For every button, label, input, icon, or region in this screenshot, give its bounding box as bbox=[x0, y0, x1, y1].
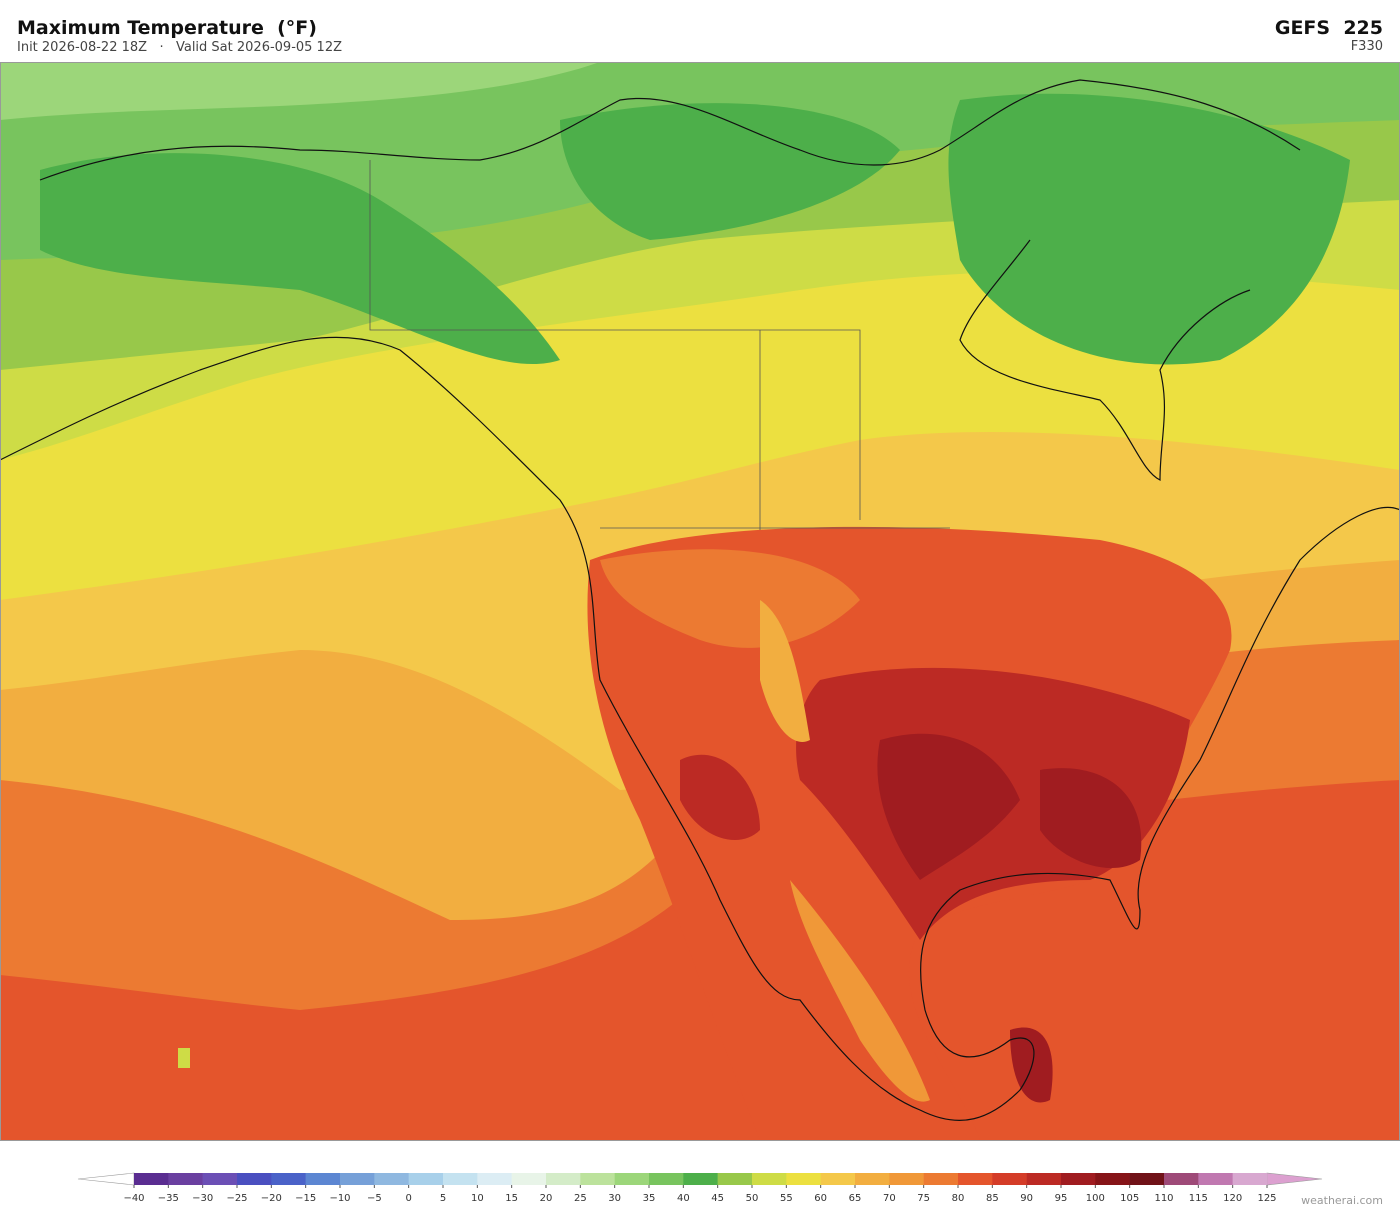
title: Maximum Temperature (°F) bbox=[17, 17, 317, 39]
colorbar-tick-label: 85 bbox=[986, 1193, 999, 1204]
colorbar-tick-label: 125 bbox=[1257, 1193, 1276, 1204]
colorbar-tick-label: 50 bbox=[746, 1193, 759, 1204]
colorbar-bin bbox=[1061, 1173, 1096, 1185]
colorbar-tick-label: 0 bbox=[405, 1193, 411, 1204]
colorbar-tick-label: 55 bbox=[780, 1193, 793, 1204]
colorbar-bin bbox=[923, 1173, 959, 1185]
colorbar-bin bbox=[1095, 1173, 1130, 1185]
subtitle: Init 2026-08-22 18Z · Valid Sat 2026-09-… bbox=[17, 40, 342, 55]
colorbar-tick-label: −20 bbox=[261, 1193, 282, 1204]
colorbar-bin bbox=[855, 1173, 890, 1185]
colorbar-tick-label: −35 bbox=[158, 1193, 179, 1204]
colorbar-bin bbox=[580, 1173, 615, 1185]
watermark: weatherai.com bbox=[1301, 1194, 1383, 1207]
colorbar-bin bbox=[1164, 1173, 1199, 1185]
colorbar-tick-label: 70 bbox=[883, 1193, 896, 1204]
colorbar-bin bbox=[202, 1173, 238, 1185]
colorbar-tick-label: −15 bbox=[295, 1193, 316, 1204]
colorbar-bin bbox=[546, 1173, 581, 1185]
colorbar-bin bbox=[1198, 1173, 1233, 1185]
colorbar-tick-label: 115 bbox=[1189, 1193, 1208, 1204]
colorbar-tick-label: −25 bbox=[226, 1193, 247, 1204]
colorbar-bin bbox=[786, 1173, 821, 1185]
colorbar-bin bbox=[1129, 1173, 1165, 1185]
colorbar-tick-label: 40 bbox=[677, 1193, 690, 1204]
colorbar-over bbox=[1266, 1172, 1323, 1186]
colorbar-bin bbox=[374, 1173, 409, 1185]
colorbar-tick-label: 110 bbox=[1154, 1193, 1173, 1204]
colorbar-bin bbox=[443, 1173, 478, 1185]
colorbar-tick-label: −10 bbox=[329, 1193, 350, 1204]
colorbar-bin bbox=[614, 1173, 650, 1185]
colorbar-bin bbox=[992, 1173, 1027, 1185]
colorbar-tick-label: 20 bbox=[540, 1193, 553, 1204]
colorbar-tick-label: 15 bbox=[505, 1193, 518, 1204]
colorbar-bin bbox=[237, 1173, 272, 1185]
colorbar-tick-label: 25 bbox=[574, 1193, 587, 1204]
colorbar-tick-label: 65 bbox=[849, 1193, 862, 1204]
colorbar-bin bbox=[271, 1173, 306, 1185]
map bbox=[0, 62, 1400, 1141]
colorbar-bin bbox=[649, 1173, 684, 1185]
colorbar-tick-label: 105 bbox=[1120, 1193, 1139, 1204]
colorbar-tick-label: 90 bbox=[1020, 1193, 1033, 1204]
colorbar-bin bbox=[168, 1173, 203, 1185]
colorbar-tick-label: 120 bbox=[1223, 1193, 1242, 1204]
colorbar-tick-label: 10 bbox=[471, 1193, 484, 1204]
colorbar-tick-label: 100 bbox=[1086, 1193, 1105, 1204]
colorbar-bin bbox=[305, 1173, 341, 1185]
colorbar-bin bbox=[889, 1173, 924, 1185]
colorbar-bin bbox=[717, 1173, 753, 1185]
colorbar-bin bbox=[820, 1173, 856, 1185]
colorbar-tick-label: 75 bbox=[917, 1193, 930, 1204]
colorbar-bin bbox=[134, 1173, 169, 1185]
colorbar-bin bbox=[752, 1173, 787, 1185]
colorbar-bin bbox=[958, 1173, 993, 1185]
colorbar-tick-label: −30 bbox=[192, 1193, 213, 1204]
colorbar-bin bbox=[477, 1173, 512, 1185]
colorbar-tick-label: 30 bbox=[608, 1193, 621, 1204]
colorbar-tick-label: 35 bbox=[643, 1193, 656, 1204]
colorbar: −40 −35 −30 −25 −20 −15 −10 −5 0 5 10 15 20 25 30 35 40 4… bbox=[77, 1172, 1323, 1204]
colorbar-bin bbox=[683, 1173, 718, 1185]
forecast-hour: F330 bbox=[1351, 39, 1383, 54]
colorbar-under bbox=[77, 1172, 135, 1186]
colorbar-tick-label: 80 bbox=[952, 1193, 965, 1204]
colorbar-tick-label: 45 bbox=[711, 1193, 724, 1204]
colorbar-tick-label: −40 bbox=[123, 1193, 144, 1204]
colorbar-bin bbox=[511, 1173, 547, 1185]
colorbar-bin bbox=[408, 1173, 444, 1185]
colorbar-tick-label: 5 bbox=[440, 1193, 446, 1204]
colorbar-bin bbox=[1232, 1173, 1268, 1185]
colorbar-bin bbox=[1026, 1173, 1062, 1185]
colorbar-tick-label: 95 bbox=[1055, 1193, 1068, 1204]
model: GEFS 225 bbox=[1275, 17, 1383, 39]
colorbar-bin bbox=[340, 1173, 375, 1185]
colorbar-tick-label: 60 bbox=[814, 1193, 827, 1204]
colorbar-tick-label: −5 bbox=[367, 1193, 382, 1204]
